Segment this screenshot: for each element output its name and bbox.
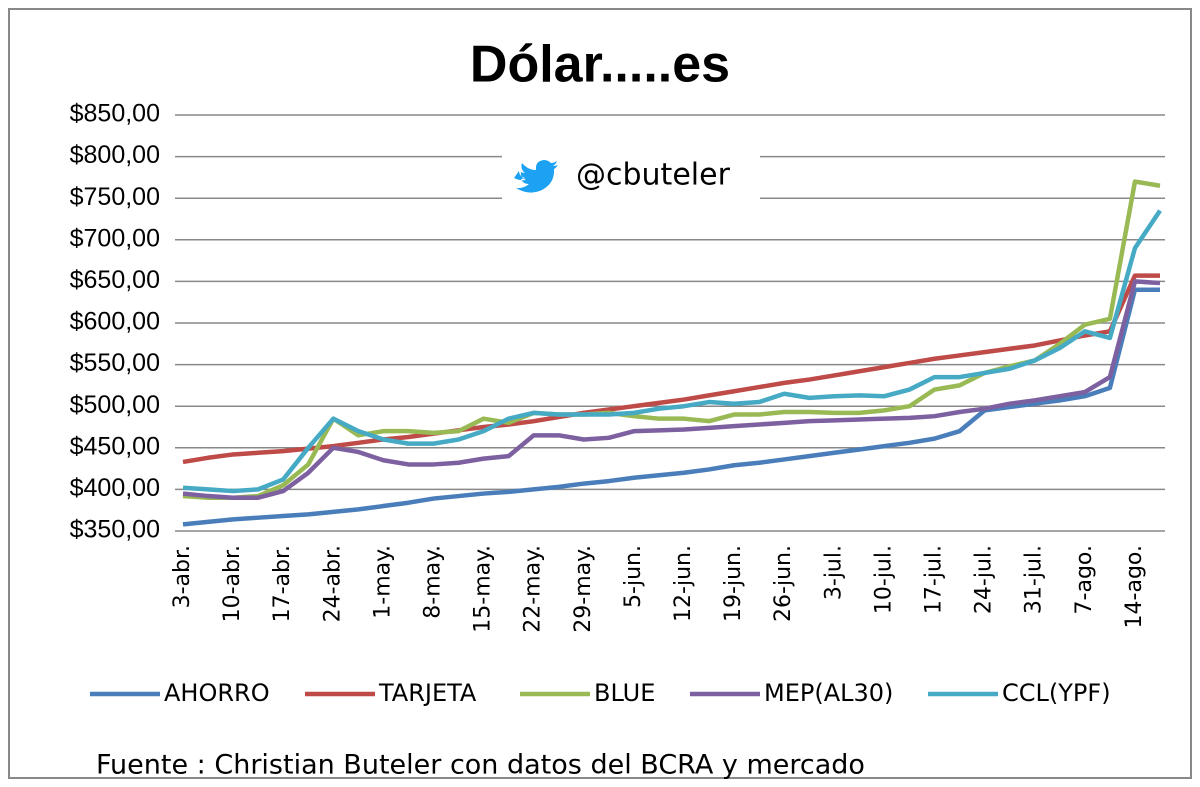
legend: AHORRO TARJETA BLUE MEP(AL30) CCL(YPF) [90,679,1111,707]
y-tick-label: $750,00 [70,183,160,211]
y-tick-label: $450,00 [70,432,160,460]
legend-label: BLUE [594,679,655,707]
y-tick-label: $850,00 [70,100,160,128]
y-tick-label: $650,00 [70,266,160,294]
legend-label: CCL(YPF) [1002,679,1111,707]
x-tick-label: 31-jul. [1022,545,1047,614]
y-tick-label: $350,00 [70,516,160,544]
x-tick-label: 22-may. [521,545,546,633]
x-tick-label: 19-jun. [721,545,746,622]
x-tick-label: 24-jul. [972,545,997,614]
plot-area: $350,00 $400,00 $450,00 $500,00 $550,00 $600,… [70,100,1165,633]
twitter-icon [514,160,558,193]
y-tick-label: $600,00 [70,308,160,336]
x-tick-label: 1-may. [370,545,395,619]
y-tick-label: $550,00 [70,349,160,377]
x-tick-label: 10-abr. [220,545,245,622]
y-tick-label: $500,00 [70,391,160,419]
chart-frame [8,8,1192,779]
chart-title: Dólar.....es [470,36,730,94]
x-tick-label: 3-abr. [170,545,195,608]
x-tick-label: 14-ago. [1122,545,1147,628]
legend-label: MEP(AL30) [764,679,893,707]
series-line [182,279,1161,500]
x-tick-label: 17-jul. [922,545,947,614]
x-tick-label: 5-jun. [621,545,646,608]
x-tick-label: 12-jun. [671,545,696,622]
x-tick-label: 15-may. [471,545,496,633]
y-tick-label: $700,00 [70,224,160,252]
x-tick-label: 24-abr. [320,545,345,622]
x-tick-label: 3-jul. [821,545,846,600]
series-line [182,209,1162,494]
x-tick-label: 10-jul. [871,545,896,614]
series-line [182,287,1160,527]
x-tick-label: 17-abr. [270,545,295,622]
annotation: @cbuteler [576,158,731,193]
y-tick-label: $800,00 [70,141,160,169]
x-tick-label: 29-may. [571,545,596,633]
source-note: Fuente : Christian Buteler con datos del… [96,750,865,781]
x-tick-label: 7-ago. [1072,545,1097,614]
series-line [182,273,1160,465]
legend-label: AHORRO [164,679,270,707]
x-tick-label: 8-may. [421,545,446,619]
legend-label: TARJETA [378,679,477,707]
y-tick-label: $400,00 [70,474,160,502]
x-tick-label: 26-jun. [771,545,796,622]
